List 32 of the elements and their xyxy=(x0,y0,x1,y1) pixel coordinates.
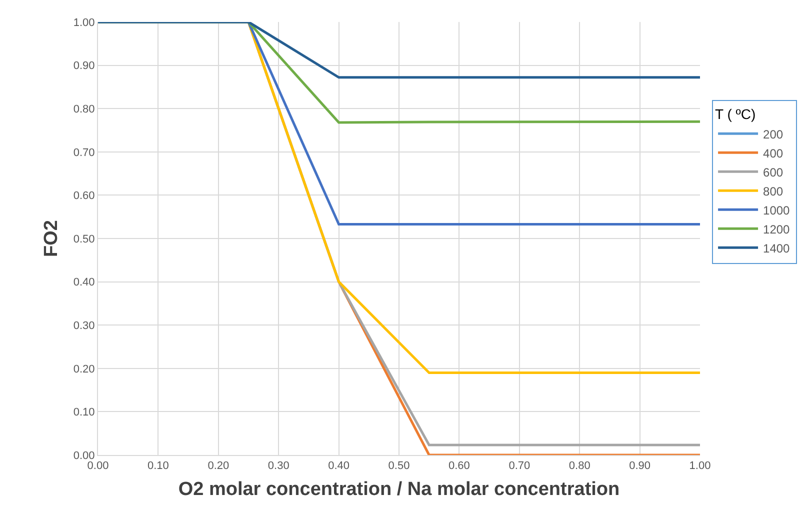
legend-label: 800 xyxy=(763,184,784,198)
x-tick-label: 0.50 xyxy=(388,460,410,472)
y-tick-label: 0.70 xyxy=(73,146,95,159)
x-tick-label: 0.70 xyxy=(508,460,530,472)
y-tick-label: 0.60 xyxy=(73,190,95,202)
x-tick-label: 0.20 xyxy=(208,460,230,472)
legend-label: 1200 xyxy=(763,222,790,236)
y-tick-label: 0.40 xyxy=(73,276,95,289)
legend-label: 1400 xyxy=(763,241,790,256)
legend-label: 600 xyxy=(763,165,784,180)
x-tick-label: 1.00 xyxy=(689,460,711,472)
x-tick-label: 0.10 xyxy=(147,460,169,472)
y-tick-label: 0.80 xyxy=(73,103,95,116)
x-tick-label: 0.40 xyxy=(328,460,350,472)
x-tick-label: 0.90 xyxy=(629,460,651,472)
y-tick-label: 0.10 xyxy=(73,406,95,419)
y-tick-label: 0.90 xyxy=(73,60,95,72)
x-tick-label: 0.00 xyxy=(87,460,109,472)
y-tick-label: 1.00 xyxy=(73,16,95,29)
legend-title: T ( ºC) xyxy=(715,106,756,122)
y-tick-label: 0.30 xyxy=(73,320,95,332)
legend-label: 400 xyxy=(763,146,784,160)
x-tick-label: 0.30 xyxy=(268,460,290,472)
x-tick-label: 0.80 xyxy=(568,460,590,472)
y-tick-label: 0.20 xyxy=(73,363,95,376)
y-tick-label: 0.50 xyxy=(73,233,95,246)
legend-label: 1000 xyxy=(763,203,790,218)
y-tick-label: 0.00 xyxy=(73,450,95,462)
x-axis-title: O2 molar concentration / Na molar concentration xyxy=(178,479,620,500)
x-tick-label: 0.60 xyxy=(448,460,470,472)
y-axis-title: FO2 xyxy=(41,220,62,257)
legend-label: 200 xyxy=(763,127,784,142)
